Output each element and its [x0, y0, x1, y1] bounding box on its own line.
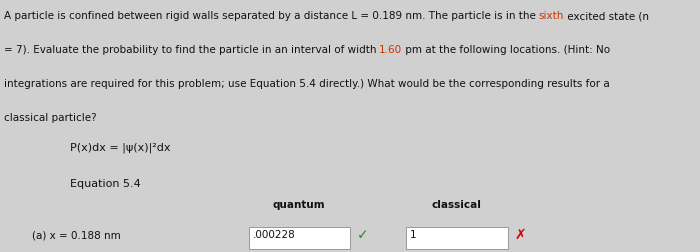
Text: ✓: ✓ [357, 228, 369, 242]
FancyBboxPatch shape [248, 227, 350, 249]
Text: P(x)dx = |ψ(x)|²dx: P(x)dx = |ψ(x)|²dx [70, 142, 171, 153]
Text: Equation 5.4: Equation 5.4 [70, 179, 141, 189]
Text: A particle is confined between rigid walls separated by a distance L = 0.189 nm.: A particle is confined between rigid wal… [4, 11, 538, 21]
Text: classical particle?: classical particle? [4, 113, 96, 123]
Text: 1.60: 1.60 [379, 45, 402, 55]
Text: excited state (n: excited state (n [564, 11, 649, 21]
Text: sixth: sixth [538, 11, 564, 21]
Text: .000228: .000228 [253, 230, 295, 240]
Text: quantum: quantum [273, 200, 326, 210]
Text: ✗: ✗ [514, 228, 526, 242]
Text: 1: 1 [410, 230, 416, 240]
Text: pm at the following locations. (Hint: No: pm at the following locations. (Hint: No [402, 45, 610, 55]
Text: integrations are required for this problem; use Equation 5.4 directly.) What wou: integrations are required for this probl… [4, 79, 609, 89]
Text: classical: classical [432, 200, 482, 210]
FancyBboxPatch shape [406, 227, 508, 249]
Text: = 7). Evaluate the probability to find the particle in an interval of width: = 7). Evaluate the probability to find t… [4, 45, 379, 55]
Text: (a) x = 0.188 nm: (a) x = 0.188 nm [32, 230, 120, 240]
